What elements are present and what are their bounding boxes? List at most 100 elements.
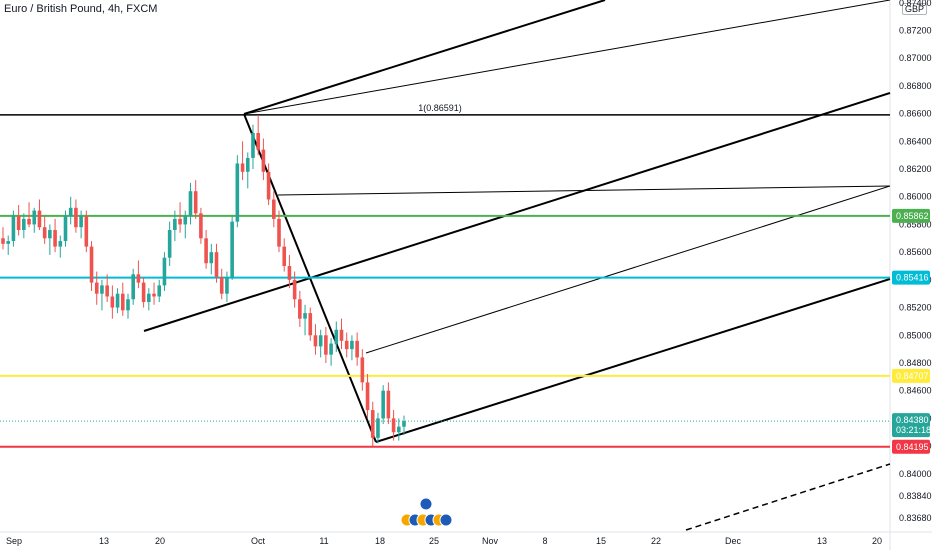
candle-body xyxy=(308,313,313,336)
x-tick-label: Nov xyxy=(482,536,499,546)
candle-body xyxy=(84,216,89,247)
y-tick-label: 0.85000 xyxy=(899,330,932,340)
y-tick-label: 0.87400 xyxy=(899,0,932,8)
candle-body xyxy=(251,133,255,158)
x-tick-label: 11 xyxy=(319,536,328,546)
y-tick-label: 0.86000 xyxy=(899,192,932,202)
candle-body xyxy=(63,216,68,242)
candle-body xyxy=(136,274,141,283)
candle-body xyxy=(386,390,391,419)
x-tick-label: 25 xyxy=(429,536,439,546)
countdown-label: 03:21:18 xyxy=(896,425,931,435)
candle-body xyxy=(178,218,182,225)
currency-badge[interactable]: GBP xyxy=(902,3,928,15)
y-tick-label: 0.84600 xyxy=(899,386,932,396)
candle-body xyxy=(141,282,146,303)
level-yellow-price-label: 0.84707 xyxy=(896,371,929,381)
current-price-label: 0.84380 xyxy=(896,415,929,425)
x-tick-label: 18 xyxy=(375,536,385,546)
candle-body xyxy=(27,218,31,225)
candle-body xyxy=(199,213,203,239)
candle-body xyxy=(225,277,229,294)
candle-body xyxy=(37,210,42,228)
candle-body xyxy=(48,229,52,239)
candle-body xyxy=(204,238,208,264)
candle-body xyxy=(115,293,120,308)
candle-body xyxy=(303,313,307,319)
candle-body xyxy=(298,299,302,319)
candle-body xyxy=(42,227,47,239)
y-tick-label: 0.85800 xyxy=(899,219,932,229)
x-tick-label: Sep xyxy=(6,536,22,546)
candles xyxy=(1,114,406,447)
candle-body xyxy=(240,163,245,172)
candle-body xyxy=(370,410,375,438)
candle-body xyxy=(22,218,26,230)
candle-body xyxy=(318,335,323,347)
candle-body xyxy=(183,216,188,225)
support-red-price-label: 0.84195 xyxy=(896,442,929,452)
y-tick-label: 0.83840 xyxy=(899,491,932,501)
y-tick-label: 0.84800 xyxy=(899,358,932,368)
y-tick-label: 0.86200 xyxy=(899,164,932,174)
support-red-price-tag xyxy=(892,439,930,454)
x-tick-label: Dec xyxy=(725,536,742,546)
economic-event-icon[interactable] xyxy=(439,513,453,527)
candle-body xyxy=(350,340,354,350)
y-tick-label: 0.85200 xyxy=(899,303,932,313)
candle-body xyxy=(110,296,115,308)
support-cyan-price-label: 0.85416 xyxy=(896,273,929,283)
candle-body xyxy=(272,199,276,219)
candle-body xyxy=(230,221,234,278)
trendline[interactable] xyxy=(243,0,891,115)
candle-body xyxy=(188,191,193,217)
y-tick-label: 0.84000 xyxy=(899,469,932,479)
pitchfork-lines xyxy=(143,0,891,531)
candle-body xyxy=(282,246,287,266)
candle-body xyxy=(1,238,5,244)
resistance-green-price-tag xyxy=(892,208,930,223)
candle-body xyxy=(209,252,214,264)
economic-event-icon[interactable] xyxy=(419,497,433,511)
candle-body xyxy=(105,285,109,297)
trendline[interactable] xyxy=(243,0,606,115)
candle-body xyxy=(193,191,198,214)
candle-body xyxy=(344,340,349,350)
candle-body xyxy=(53,229,57,247)
candle-body xyxy=(261,149,266,172)
candle-body xyxy=(235,163,240,222)
candle-body xyxy=(94,282,99,294)
x-tick-label: 22 xyxy=(651,536,661,546)
trendline[interactable] xyxy=(365,185,891,354)
y-tick-label: 0.86400 xyxy=(899,136,932,146)
x-tick-label: 8 xyxy=(542,536,547,546)
candle-body xyxy=(131,274,135,300)
candle-body xyxy=(58,241,63,247)
trendline[interactable] xyxy=(375,278,891,443)
support-cyan-price-tag xyxy=(892,270,930,285)
candle-body xyxy=(6,241,11,244)
y-tick-label: 0.87000 xyxy=(899,53,932,63)
candle-body xyxy=(277,218,281,247)
candle-body xyxy=(162,257,167,286)
trendline[interactable] xyxy=(143,92,891,332)
candle-body xyxy=(152,293,156,297)
horizontal-ray-label: 1(0.86591) xyxy=(418,103,462,113)
candle-body xyxy=(396,426,401,433)
candle-body xyxy=(313,335,318,347)
x-axis: Sep 13 20 Oct 11 18 25 Nov 8 15 22 Dec 13 20 xyxy=(6,536,882,546)
y-tick-label: 0.85600 xyxy=(899,247,932,257)
candle-body xyxy=(355,340,359,358)
candle-body xyxy=(360,357,365,383)
current-price-tag xyxy=(892,413,930,438)
x-tick-label: 20 xyxy=(872,536,882,546)
candle-body xyxy=(74,207,78,228)
dashed-trendline[interactable] xyxy=(685,463,891,531)
candle-body xyxy=(376,418,380,438)
candle-body xyxy=(266,171,271,200)
candle-body xyxy=(147,293,151,303)
candle-body xyxy=(324,335,328,355)
candle-body xyxy=(79,216,83,228)
candle-body xyxy=(126,299,130,311)
